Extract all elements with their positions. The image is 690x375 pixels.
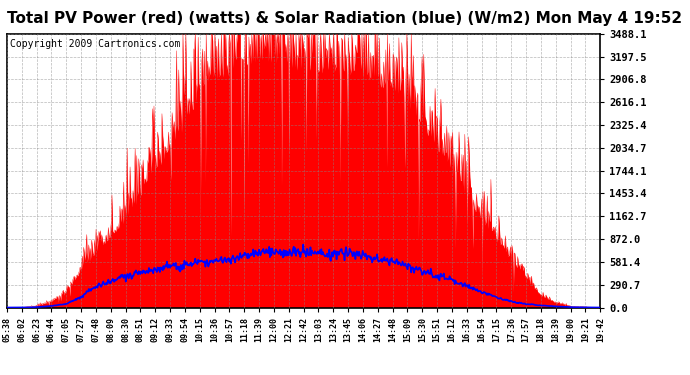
Text: Total PV Power (red) (watts) & Solar Radiation (blue) (W/m2) Mon May 4 19:52: Total PV Power (red) (watts) & Solar Rad… [8, 11, 682, 26]
Text: Copyright 2009 Cartronics.com: Copyright 2009 Cartronics.com [10, 39, 180, 49]
